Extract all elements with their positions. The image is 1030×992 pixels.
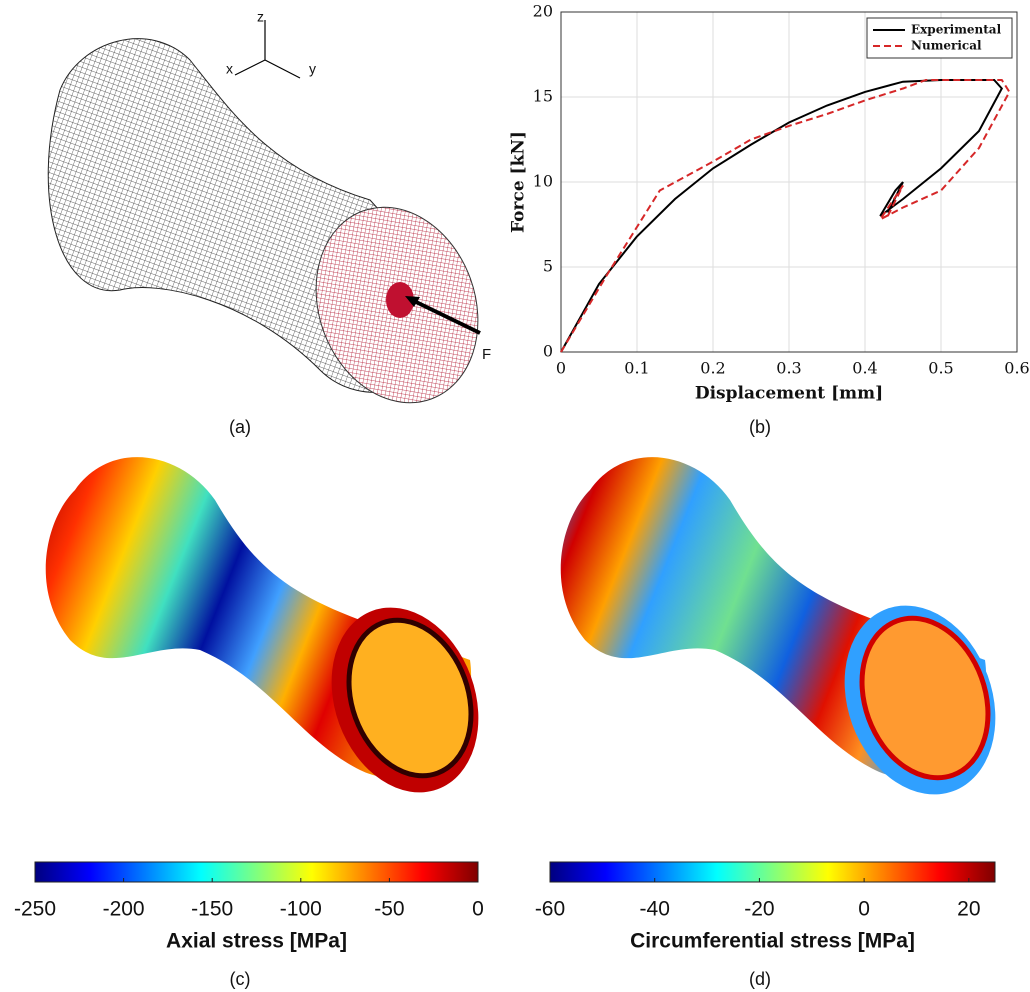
axial-model bbox=[45, 457, 479, 793]
legend-label: Numerical bbox=[911, 39, 982, 53]
colorbar bbox=[34, 861, 479, 883]
x-tick-label: 0 bbox=[556, 359, 566, 378]
colorbar-tick-label: 0 bbox=[858, 898, 870, 921]
colorbar-tick-label: -20 bbox=[744, 898, 774, 921]
y-axis-label: Force [kN] bbox=[509, 131, 529, 233]
panel-label: (c) bbox=[230, 969, 251, 989]
legend-label: Experimental bbox=[911, 23, 1002, 37]
x-tick-label: 0.2 bbox=[700, 359, 725, 378]
colorbar-tick-label: -250 bbox=[14, 898, 56, 921]
x-tick-label: 0.4 bbox=[852, 359, 877, 378]
axis-x: x bbox=[226, 61, 233, 77]
y-tick-label: 5 bbox=[543, 257, 553, 276]
colorbar-tick-label: 0 bbox=[472, 898, 484, 921]
colorbar-tick-label: -100 bbox=[280, 898, 322, 921]
colorbar-tick-label: -150 bbox=[191, 898, 233, 921]
colorbar-tick-label: -50 bbox=[374, 898, 404, 921]
axis-y: y bbox=[309, 61, 316, 77]
mesh-model: F z x y bbox=[47, 9, 491, 404]
x-tick-label: 0.3 bbox=[776, 359, 801, 378]
legend-box bbox=[866, 17, 1013, 59]
colorbar-tick-label: -40 bbox=[640, 898, 670, 921]
panel-label: (a) bbox=[229, 417, 251, 437]
panel-label: (b) bbox=[749, 417, 771, 437]
x-tick-label: 0.5 bbox=[928, 359, 953, 378]
y-tick-label: 0 bbox=[543, 342, 553, 361]
colorbar-tick-label: -60 bbox=[535, 898, 565, 921]
y-tick-label: 10 bbox=[533, 172, 553, 191]
y-tick-label: 20 bbox=[533, 2, 553, 21]
force-label: F bbox=[482, 346, 491, 363]
panel-label: (d) bbox=[749, 969, 771, 989]
colorbar-label: Axial stress [MPa] bbox=[166, 930, 347, 953]
data-line bbox=[560, 79, 1004, 353]
x-tick-label: 0.6 bbox=[1004, 359, 1029, 378]
circumferential-model bbox=[560, 457, 996, 795]
data-line bbox=[560, 79, 1011, 353]
y-tick-label: 15 bbox=[533, 87, 553, 106]
plot-frame bbox=[560, 11, 1018, 353]
axis-z: z bbox=[257, 9, 264, 25]
colorbar-label: Circumferential stress [MPa] bbox=[630, 930, 915, 953]
colorbar-tick-label: -200 bbox=[103, 898, 145, 921]
x-tick-label: 0.1 bbox=[624, 359, 649, 378]
colorbar bbox=[549, 861, 996, 883]
colorbar-tick-label: 20 bbox=[957, 898, 980, 921]
x-axis-label: Displacement [mm] bbox=[695, 384, 883, 404]
